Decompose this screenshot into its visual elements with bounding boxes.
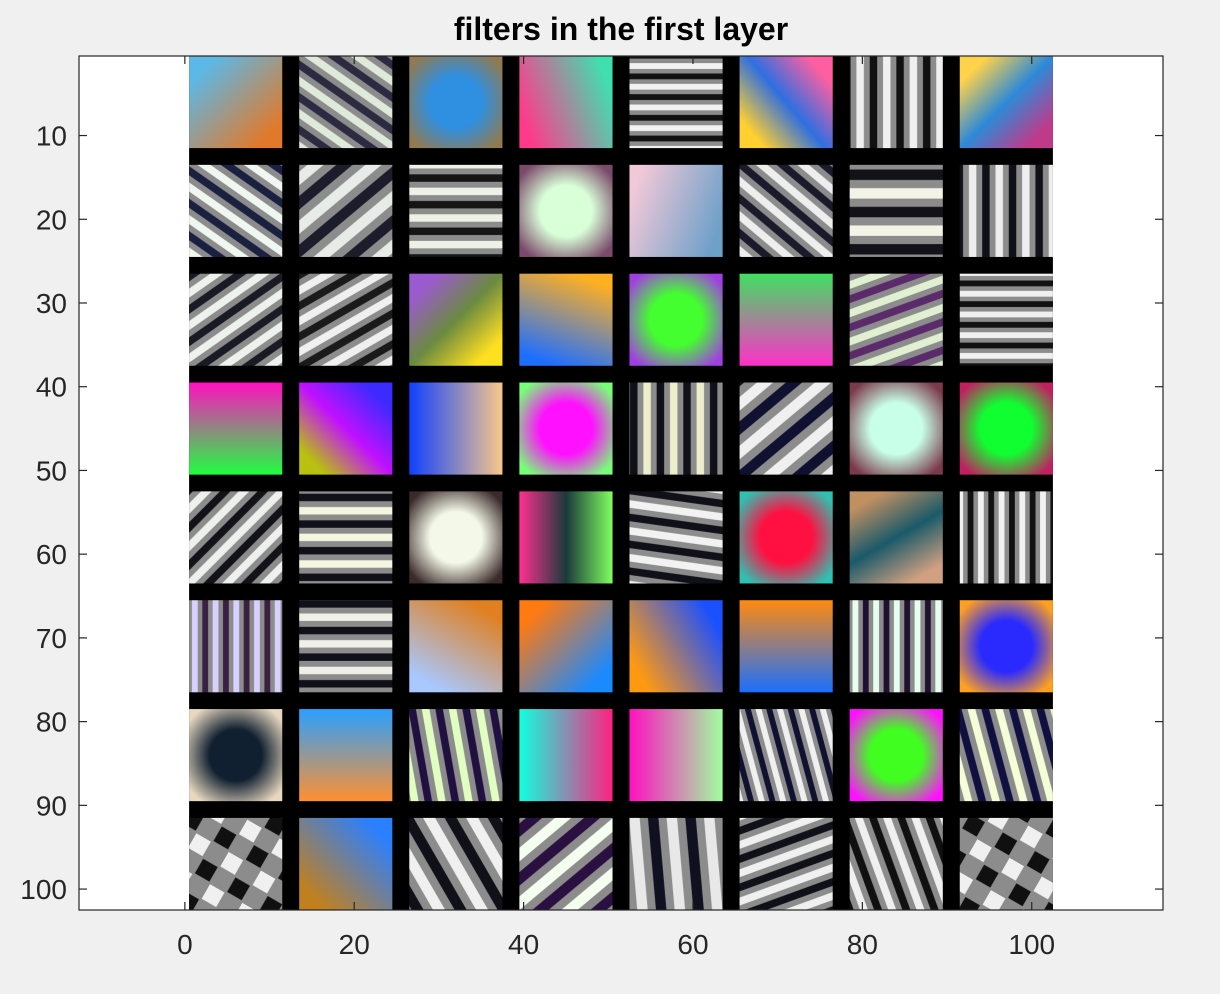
filter-tile — [629, 709, 723, 802]
filter-tile — [739, 56, 833, 149]
chart-title: filters in the first layer — [454, 11, 788, 47]
filter-tile — [739, 382, 833, 475]
filter-tile — [299, 164, 393, 257]
filter-tile — [299, 817, 393, 910]
y-tick-label: 20 — [36, 204, 67, 235]
x-tick-label: 20 — [339, 929, 370, 960]
filter-tile — [519, 273, 613, 366]
filter-tile — [189, 56, 283, 149]
filter-tile — [409, 817, 503, 910]
y-tick-label: 90 — [36, 790, 67, 821]
filter-tile — [299, 56, 393, 149]
filter-tile — [629, 382, 723, 475]
filter-tile — [739, 491, 833, 584]
filter-tile — [849, 491, 943, 584]
filter-tile — [299, 382, 393, 475]
x-tick-label: 80 — [847, 929, 878, 960]
filter-tile — [849, 273, 943, 366]
filter-tile — [299, 600, 393, 693]
filter-tile — [959, 273, 1053, 366]
filter-tile — [299, 709, 393, 802]
y-tick-label: 70 — [36, 623, 67, 654]
filter-tile — [189, 709, 283, 802]
filter-tile — [189, 817, 283, 910]
filter-tile — [409, 382, 503, 475]
filter-tile — [739, 164, 833, 257]
filter-tile — [519, 491, 613, 584]
filter-tile — [409, 491, 503, 584]
filter-mosaic-image — [189, 56, 1053, 910]
filter-tile — [959, 382, 1053, 475]
x-tick-label: 40 — [508, 929, 539, 960]
filter-tile — [519, 817, 613, 910]
filter-tile — [189, 382, 283, 475]
filter-tile — [519, 56, 613, 149]
filter-tile — [519, 600, 613, 693]
y-tick-label: 100 — [20, 874, 67, 905]
filter-tile — [299, 273, 393, 366]
x-tick-label: 0 — [177, 929, 193, 960]
filter-tile — [739, 817, 833, 910]
filter-tile — [629, 491, 723, 584]
axis-ticks: 0 20 40 60 80 100 10 20 30 40 50 60 70 80 90 100 — [20, 56, 1163, 960]
filter-tile — [629, 164, 723, 257]
filter-tile — [519, 709, 613, 802]
y-tick-label: 30 — [36, 288, 67, 319]
filter-tile — [189, 164, 283, 257]
filter-tile — [959, 491, 1053, 584]
filter-tile — [959, 164, 1053, 257]
filter-tile — [409, 164, 503, 257]
filter-tile — [409, 600, 503, 693]
filter-tile — [409, 56, 503, 149]
filter-tile — [849, 600, 943, 693]
filter-tile — [849, 164, 943, 257]
filter-tile — [959, 817, 1053, 910]
filter-tile — [629, 817, 723, 910]
filter-tile — [519, 164, 613, 257]
filter-tile — [849, 709, 943, 802]
y-tick-label: 40 — [36, 372, 67, 403]
filter-tile — [189, 491, 283, 584]
y-tick-label: 10 — [36, 121, 67, 152]
filter-tile — [189, 273, 283, 366]
filter-tile — [959, 600, 1053, 693]
filter-tile — [299, 491, 393, 584]
filter-tile — [959, 709, 1053, 802]
filter-tile — [629, 56, 723, 149]
y-tick-label: 60 — [36, 539, 67, 570]
filter-tile — [849, 56, 943, 149]
axes-frame — [78, 55, 1164, 911]
filter-tile — [409, 273, 503, 366]
x-tick-label: 100 — [1008, 929, 1055, 960]
filter-tile — [739, 709, 833, 802]
filter-tile — [519, 382, 613, 475]
filter-tile — [739, 273, 833, 366]
filter-tile — [849, 382, 943, 475]
filter-tile — [849, 817, 943, 910]
x-tick-label: 60 — [677, 929, 708, 960]
filter-tile — [409, 709, 503, 802]
filter-tile — [739, 600, 833, 693]
filter-tile — [189, 600, 283, 693]
y-tick-label: 50 — [36, 455, 67, 486]
y-tick-label: 80 — [36, 707, 67, 738]
filter-tile — [629, 273, 723, 366]
filter-tile — [959, 56, 1053, 149]
filter-tile — [629, 600, 723, 693]
